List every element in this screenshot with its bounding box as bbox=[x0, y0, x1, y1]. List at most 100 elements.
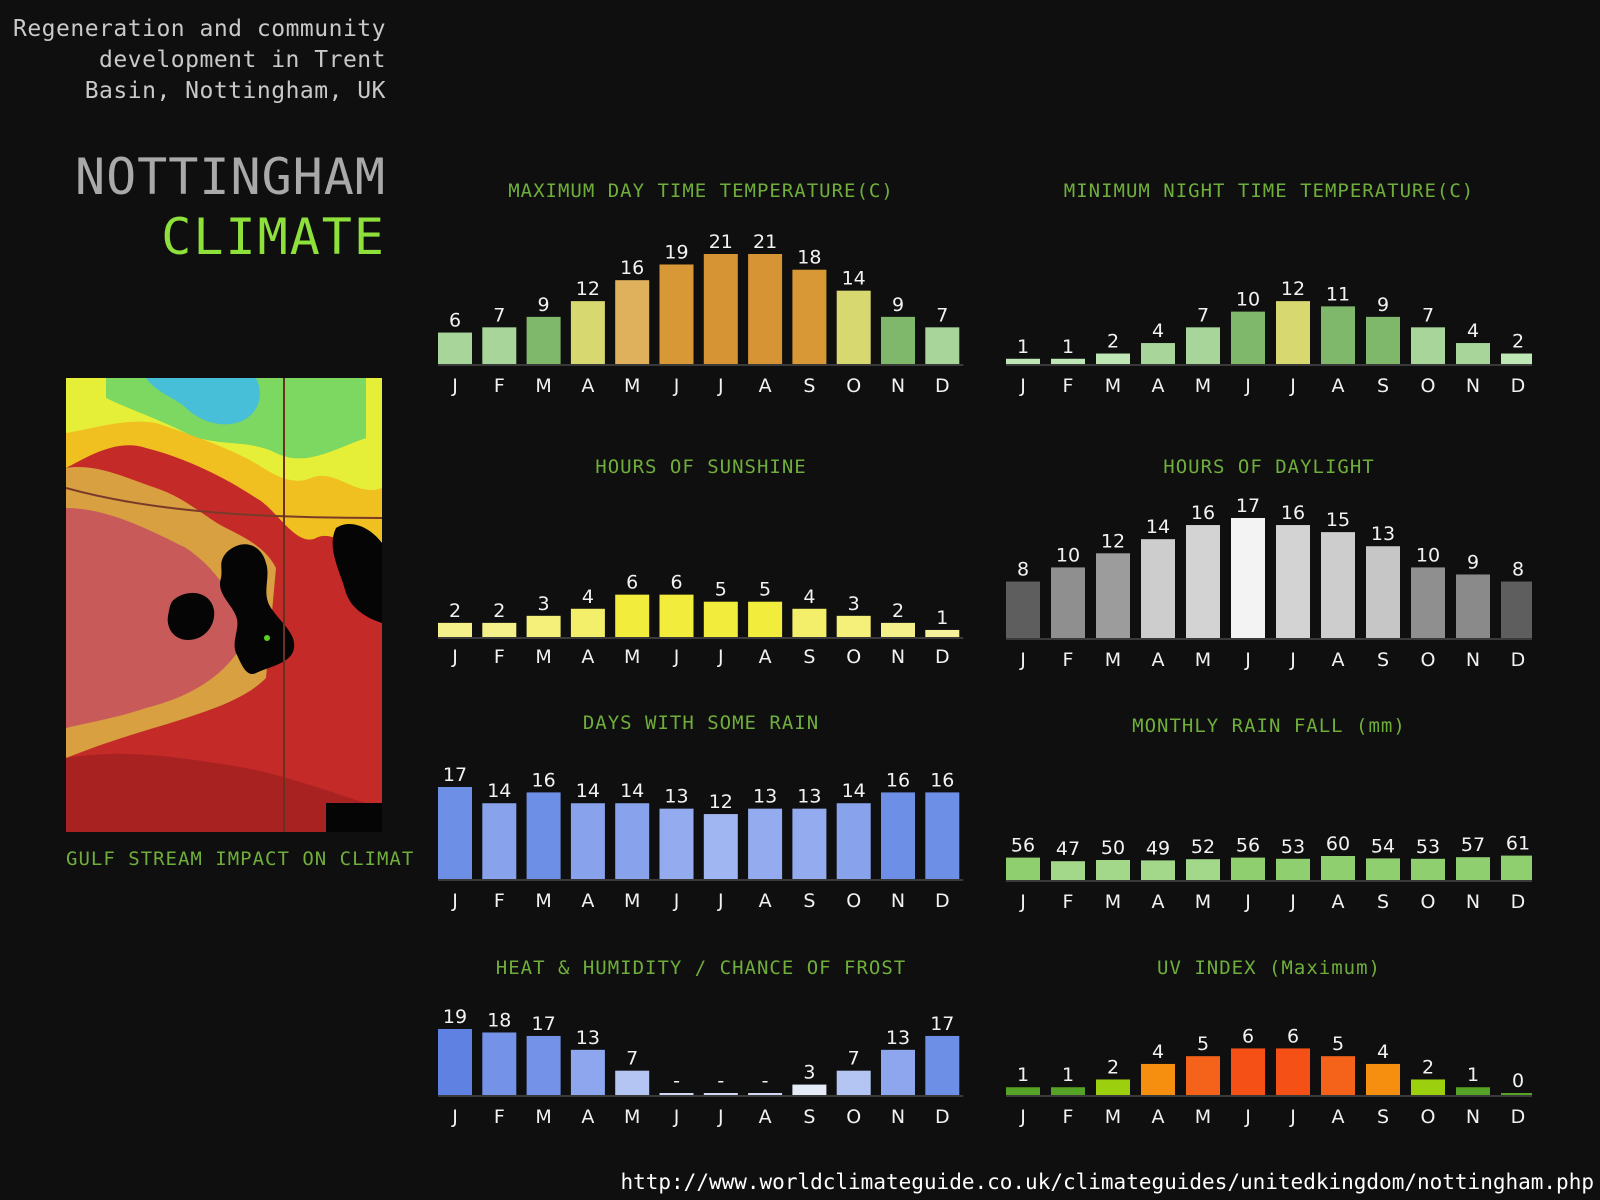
value-label: 2 bbox=[1107, 1056, 1119, 1078]
bar bbox=[1501, 353, 1532, 364]
value-label: 7 bbox=[626, 1048, 638, 1070]
month-label: M bbox=[1105, 649, 1121, 671]
value-label: 56 bbox=[1011, 835, 1035, 857]
value-label: 21 bbox=[753, 231, 777, 253]
month-label: D bbox=[935, 646, 950, 668]
chart-svg: 1 J 1 F 2 M 4 A 5 M 6 J 6 J 5 A 4 S 2 O 1 N 0 D bbox=[1006, 1025, 1532, 1128]
bar bbox=[482, 1032, 517, 1095]
bar bbox=[836, 803, 871, 879]
month-label: F bbox=[494, 890, 505, 912]
value-label: 8 bbox=[1512, 559, 1524, 581]
month-label: M bbox=[535, 646, 551, 668]
bar bbox=[1456, 857, 1490, 880]
value-label: 49 bbox=[1146, 837, 1170, 859]
value-label: 13 bbox=[1371, 523, 1395, 545]
bar bbox=[659, 808, 694, 879]
value-label: - bbox=[762, 1070, 769, 1092]
chart-title: MONTHLY RAIN FALL (mm) bbox=[1132, 715, 1406, 737]
chart-svg: 6 J 7 F 9 M 12 A 16 M 19 J 21 J 21 A 18 S 14 O 9 N 7 D bbox=[438, 231, 964, 397]
month-label: J bbox=[673, 1106, 680, 1128]
value-label: 5 bbox=[759, 579, 771, 601]
value-label: 3 bbox=[538, 593, 550, 615]
bar bbox=[703, 814, 738, 879]
chart-svg: 56 J 47 F 50 M 49 A 52 M 56 J 53 J 60 A 54 S 53 O 57 N 61 D bbox=[1006, 833, 1532, 913]
month-label: D bbox=[1511, 1106, 1526, 1128]
value-label: 2 bbox=[1512, 331, 1524, 353]
bar bbox=[570, 1049, 605, 1095]
month-label: S bbox=[1377, 649, 1389, 671]
month-label: N bbox=[891, 646, 905, 668]
bar bbox=[526, 792, 561, 879]
bar bbox=[1231, 311, 1265, 364]
value-label: 16 bbox=[1281, 502, 1305, 524]
chart-rain-days: DAYS WITH SOME RAIN 17 J 14 F 16 M 14 A 14 M 13 J 12… bbox=[438, 708, 964, 938]
bar bbox=[1186, 327, 1220, 364]
value-label: 1 bbox=[1062, 1064, 1074, 1086]
bar bbox=[703, 601, 738, 637]
value-label: 7 bbox=[936, 304, 948, 326]
bar bbox=[836, 1070, 871, 1095]
bar bbox=[1006, 857, 1040, 880]
chart-title: MAXIMUM DAY TIME TEMPERATURE(C) bbox=[508, 180, 894, 202]
month-label: A bbox=[581, 890, 594, 912]
value-label: 7 bbox=[1197, 304, 1209, 326]
bar bbox=[792, 1084, 827, 1095]
bar bbox=[1411, 1079, 1445, 1095]
chart-daylight: HOURS OF DAYLIGHT 8 J 10 F 12 M 14 A 16 M 17 J 16 J 15… bbox=[1006, 452, 1532, 682]
value-label: 4 bbox=[1152, 1041, 1164, 1063]
bar bbox=[1456, 574, 1490, 638]
bar bbox=[438, 1029, 472, 1095]
value-label: 14 bbox=[620, 780, 644, 802]
chart-sunshine: HOURS OF SUNSHINE 2 J 2 F 3 M 4 A 6 M 6 J 5 J 5 A 4 S 3 O 2 N… bbox=[438, 452, 964, 682]
bar bbox=[836, 615, 871, 637]
month-label: M bbox=[1195, 649, 1211, 671]
bar bbox=[1141, 1063, 1175, 1095]
month-label: M bbox=[624, 890, 640, 912]
value-label: 18 bbox=[487, 1009, 511, 1031]
month-label: F bbox=[494, 646, 505, 668]
value-label: 53 bbox=[1416, 836, 1440, 858]
month-label: N bbox=[891, 1106, 905, 1128]
bar bbox=[1051, 358, 1085, 364]
month-label: J bbox=[1019, 375, 1026, 397]
month-label: A bbox=[1332, 649, 1345, 671]
month-label: F bbox=[1063, 891, 1074, 913]
value-label: 7 bbox=[848, 1048, 860, 1070]
bar bbox=[570, 608, 605, 637]
value-label: 2 bbox=[892, 600, 904, 622]
bar bbox=[1276, 301, 1310, 364]
month-label: O bbox=[846, 375, 861, 397]
value-label: 2 bbox=[1422, 1056, 1434, 1078]
chart-heat-frost: HEAT & HUMIDITY / CHANCE OF FROST 19 J 18 F… bbox=[438, 953, 964, 1153]
value-label: 47 bbox=[1056, 838, 1080, 860]
value-label: 4 bbox=[1377, 1041, 1389, 1063]
bar bbox=[1051, 861, 1085, 880]
month-label: A bbox=[1332, 1106, 1345, 1128]
month-label: M bbox=[624, 375, 640, 397]
bar bbox=[1186, 525, 1220, 638]
value-label: 52 bbox=[1191, 836, 1215, 858]
bar bbox=[482, 327, 517, 364]
value-label: 16 bbox=[886, 769, 910, 791]
value-label: 14 bbox=[487, 780, 511, 802]
bar bbox=[615, 280, 650, 364]
chart-title: HOURS OF SUNSHINE bbox=[595, 456, 807, 478]
value-label: 19 bbox=[443, 1006, 467, 1028]
value-label: 16 bbox=[930, 769, 954, 791]
bar bbox=[570, 803, 605, 879]
bar bbox=[1096, 860, 1130, 880]
value-label: 9 bbox=[1377, 294, 1389, 316]
month-label: A bbox=[581, 1106, 594, 1128]
value-label: 3 bbox=[803, 1062, 815, 1084]
bar bbox=[1051, 1087, 1085, 1095]
month-label: M bbox=[1195, 1106, 1211, 1128]
month-label: J bbox=[717, 1106, 724, 1128]
value-label: - bbox=[717, 1070, 724, 1092]
value-label: 14 bbox=[1146, 516, 1170, 538]
month-label: O bbox=[1421, 1106, 1436, 1128]
month-label: J bbox=[451, 646, 458, 668]
month-label: A bbox=[1332, 891, 1345, 913]
value-label: 16 bbox=[620, 257, 644, 279]
month-label: D bbox=[935, 890, 950, 912]
bar bbox=[615, 594, 650, 637]
